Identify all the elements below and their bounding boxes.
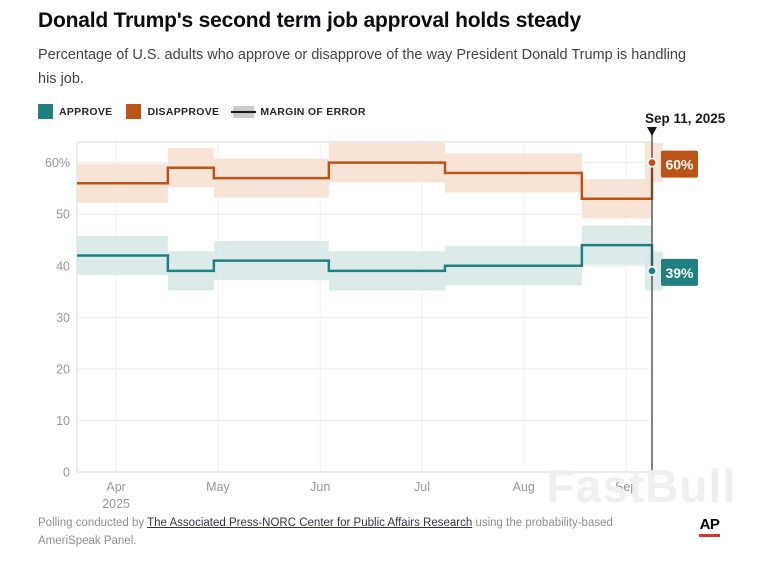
value-label-disapprove: 60% <box>665 157 694 173</box>
legend: APPROVE DISAPPROVE MARGIN OF ERROR <box>38 104 732 120</box>
step-line-disapprove <box>77 161 654 200</box>
moe-band-disapprove <box>77 163 168 203</box>
plot-border <box>76 141 653 473</box>
legend-label: APPROVE <box>59 105 113 118</box>
ap-logo-text: AP <box>699 516 720 533</box>
margin-of-error-swatch-icon <box>231 105 257 118</box>
x-tick-sublabel: 2025 <box>102 497 130 511</box>
x-tick-label: Jul <box>414 480 430 494</box>
moe-band-approve <box>77 235 168 276</box>
end-dot-disapprove <box>646 157 657 168</box>
moe-band-approve <box>445 246 582 286</box>
x-tick-label: Sep <box>615 480 637 494</box>
moe-band-approve <box>581 225 652 265</box>
step-line-approve <box>77 243 654 273</box>
annotation-arrow-icon <box>647 127 657 136</box>
moe-band-final-disapprove <box>645 143 663 183</box>
legend-label: DISAPPROVE <box>147 105 220 118</box>
header: Donald Trump's second term job approval … <box>0 0 770 120</box>
y-tick-label: 20 <box>56 362 70 376</box>
moe-band-disapprove <box>328 143 445 183</box>
y-tick-label: 50 <box>56 208 70 222</box>
moe-band-approve <box>167 251 214 291</box>
approve-swatch-icon <box>38 104 53 120</box>
end-dot-approve <box>646 265 657 276</box>
legend-label: MARGIN OF ERROR <box>260 105 366 118</box>
y-tick-label: 0 <box>63 466 70 480</box>
subtitle: Percentage of U.S. adults who approve or… <box>38 47 687 87</box>
disapprove-swatch-icon <box>126 104 142 120</box>
moe-band-approve <box>213 241 329 281</box>
watermark: FastBull <box>546 460 736 512</box>
moe-band-disapprove <box>581 179 652 219</box>
value-label-approve: 39% <box>665 265 694 281</box>
value-label-box-approve <box>661 258 698 286</box>
legend-item-margin-of-error: MARGIN OF ERROR <box>231 105 366 118</box>
value-label-box-disapprove <box>661 150 698 178</box>
moe-band-disapprove <box>445 153 582 193</box>
x-tick-label: Jun <box>310 480 330 494</box>
x-tick-label: May <box>206 480 230 494</box>
x-tick-label: Apr <box>106 480 125 494</box>
y-tick-label: 10 <box>56 414 70 428</box>
y-tick-label: 30 <box>56 311 70 325</box>
legend-item-approve: APPROVE <box>38 104 113 120</box>
footer-note: Polling conducted by The Associated Pres… <box>38 515 638 551</box>
footer-text: using the probability-based AmeriSpeak P… <box>38 517 613 547</box>
y-tick-label: 40 <box>56 259 70 273</box>
moe-band-disapprove <box>213 158 329 198</box>
ap-logo-redbar <box>699 534 720 537</box>
footer-text: Polling conducted by <box>38 517 148 529</box>
moe-band-final-approve <box>645 251 663 291</box>
ap-logo: AP <box>699 517 720 537</box>
y-tick-label: 60% <box>45 156 70 170</box>
x-tick-label: Aug <box>513 480 535 494</box>
source-link[interactable]: The Associated Press-NORC Center for Pub… <box>147 517 473 529</box>
page-title: Donald Trump's second term job approval … <box>38 9 582 32</box>
moe-band-approve <box>328 251 445 291</box>
legend-item-disapprove: DISAPPROVE <box>126 104 220 120</box>
moe-band-disapprove <box>167 148 214 188</box>
